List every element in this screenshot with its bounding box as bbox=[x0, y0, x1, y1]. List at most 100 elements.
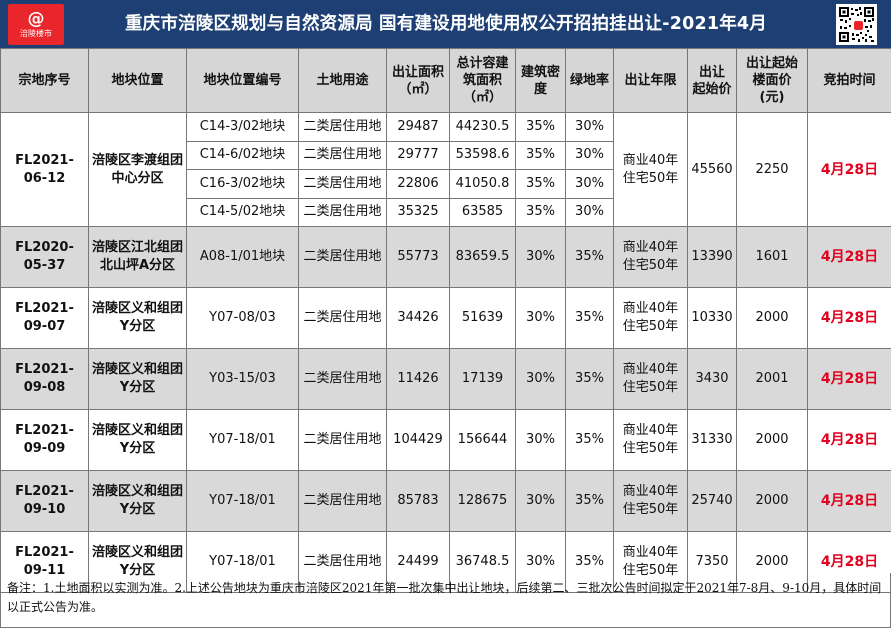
table-row: FL2021-09-08 涪陵区义和组团Y分区 Y03-15/03 二类居住用地 114… bbox=[0, 348, 891, 410]
header-land-use: 土地用途 bbox=[298, 48, 387, 113]
area-cell: 24499 bbox=[386, 531, 450, 593]
parcel-id-cell: FL2021-09-10 bbox=[0, 470, 89, 532]
header-floor-price: 出让起始 楼面价 (元) bbox=[736, 48, 808, 113]
auction-date-cell: 4月28日 bbox=[807, 409, 891, 471]
header-density: 建筑密度 bbox=[515, 48, 566, 113]
header-gfa: 总计容建 筑面积 （㎡） bbox=[449, 48, 516, 113]
table-row: C14-6/02地块 二类居住用地 29777 53598.6 35% 30% bbox=[1, 140, 891, 170]
land-use-cell: 二类居住用地 bbox=[298, 531, 387, 593]
land-use-cell: 二类居住用地 bbox=[298, 409, 387, 471]
area-cell: 11426 bbox=[386, 348, 450, 410]
header-start-price: 出让 起始价 bbox=[687, 48, 737, 113]
floor-price-cell: 2000 bbox=[736, 531, 808, 593]
auction-date-cell: 4月28日 bbox=[807, 226, 891, 288]
gfa-cell: 36748.5 bbox=[449, 531, 516, 593]
start-price-cell: 31330 bbox=[687, 409, 737, 471]
location-code-cell: A08-1/01地块 bbox=[186, 226, 299, 288]
area-cell: 85783 bbox=[386, 470, 450, 532]
parcel-id-cell: FL2021-09-11 bbox=[0, 531, 89, 593]
title-banner: @ 涪陵楼市 重庆市涪陵区规划与自然资源局 国有建设用地使用权公开招拍挂出让-2… bbox=[0, 0, 891, 48]
parcel-id-cell: FL2021-09-08 bbox=[0, 348, 89, 410]
start-price-cell: 25740 bbox=[687, 470, 737, 532]
qr-center-badge bbox=[854, 21, 863, 30]
location-code-cell: Y07-18/01 bbox=[186, 531, 299, 593]
land-use-cell: 二类居住用地 bbox=[298, 169, 387, 199]
land-use-cell: 二类居住用地 bbox=[298, 287, 387, 349]
floor-price-cell: 2001 bbox=[736, 348, 808, 410]
term-cell: 商业40年住宅50年 bbox=[613, 409, 688, 471]
term-cell: 商业40年住宅50年 bbox=[613, 470, 688, 532]
table-header-row: 宗地序号 地块位置 地块位置编号 土地用途 出让面积 （㎡） 总计容建 筑面积 （㎡）… bbox=[0, 48, 891, 113]
gfa-cell: 156644 bbox=[449, 409, 516, 471]
green-ratio-cell: 35% bbox=[565, 409, 614, 471]
term-cell: 商业40年住宅50年 bbox=[613, 348, 688, 410]
area-cell: 22806 bbox=[386, 169, 450, 199]
floor-price-cell: 1601 bbox=[736, 226, 808, 288]
green-ratio-cell: 35% bbox=[565, 287, 614, 349]
location-cell: 涪陵区义和组团Y分区 bbox=[88, 287, 187, 349]
header-auction-date: 竞拍时间 bbox=[807, 48, 891, 113]
header-location: 地块位置 bbox=[88, 48, 187, 113]
auction-date-cell: 4月28日 bbox=[807, 470, 891, 532]
table-row: FL2021-09-10 涪陵区义和组团Y分区 Y07-18/01 二类居住用地 857… bbox=[0, 470, 891, 532]
area-cell: 34426 bbox=[386, 287, 450, 349]
gfa-cell: 17139 bbox=[449, 348, 516, 410]
land-use-cell: 二类居住用地 bbox=[298, 197, 387, 227]
area-cell: 35325 bbox=[386, 197, 450, 227]
start-price-cell: 7350 bbox=[687, 531, 737, 593]
brand-logo: @ 涪陵楼市 bbox=[8, 4, 64, 45]
location-cell: 涪陵区义和组团Y分区 bbox=[88, 409, 187, 471]
land-use-cell: 二类居住用地 bbox=[298, 470, 387, 532]
parcel-id-cell: FL2020-05-37 bbox=[0, 226, 89, 288]
location-code-cell: Y07-18/01 bbox=[186, 470, 299, 532]
green-ratio-cell: 30% bbox=[565, 197, 614, 227]
gfa-cell: 41050.8 bbox=[449, 169, 516, 199]
table-row: FL2021-09-07 涪陵区义和组团Y分区 Y07-08/03 二类居住用地 344… bbox=[0, 287, 891, 349]
location-code-cell: Y03-15/03 bbox=[186, 348, 299, 410]
location-code-cell: Y07-18/01 bbox=[186, 409, 299, 471]
auction-date-cell: 4月28日 bbox=[807, 112, 891, 227]
auction-date-cell: 4月28日 bbox=[807, 287, 891, 349]
start-price-cell: 45560 bbox=[687, 112, 737, 227]
table-row: C14-5/02地块 二类居住用地 35325 63585 35% 30% bbox=[1, 197, 891, 227]
gfa-cell: 44230.5 bbox=[449, 112, 516, 142]
density-cell: 30% bbox=[515, 470, 566, 532]
header-parcel-id: 宗地序号 bbox=[0, 48, 89, 113]
green-ratio-cell: 35% bbox=[565, 348, 614, 410]
green-ratio-cell: 30% bbox=[565, 140, 614, 170]
page-title: 重庆市涪陵区规划与自然资源局 国有建设用地使用权公开招拍挂出让-2021年4月 bbox=[124, 14, 768, 34]
density-cell: 30% bbox=[515, 409, 566, 471]
location-code-cell: C14-5/02地块 bbox=[186, 197, 299, 227]
location-code-cell: C14-6/02地块 bbox=[186, 140, 299, 170]
land-use-cell: 二类居住用地 bbox=[298, 112, 387, 142]
green-ratio-cell: 30% bbox=[565, 112, 614, 142]
location-code-cell: C16-3/02地块 bbox=[186, 169, 299, 199]
density-cell: 30% bbox=[515, 226, 566, 288]
header-green-ratio: 绿地率 bbox=[565, 48, 614, 113]
land-auction-table: 宗地序号 地块位置 地块位置编号 土地用途 出让面积 （㎡） 总计容建 筑面积 （㎡）… bbox=[0, 48, 891, 593]
location-cell: 涪陵区义和组团Y分区 bbox=[88, 348, 187, 410]
green-ratio-cell: 35% bbox=[565, 226, 614, 288]
density-cell: 35% bbox=[515, 112, 566, 142]
start-price-cell: 10330 bbox=[687, 287, 737, 349]
area-cell: 104429 bbox=[386, 409, 450, 471]
location-cell: 涪陵区李渡组团中心分区 bbox=[88, 112, 187, 227]
term-cell: 商业40年住宅50年 bbox=[613, 531, 688, 593]
term-cell: 商业40年住宅50年 bbox=[613, 226, 688, 288]
location-code-cell: Y07-08/03 bbox=[186, 287, 299, 349]
auction-date-cell: 4月28日 bbox=[807, 348, 891, 410]
header-location-code: 地块位置编号 bbox=[186, 48, 299, 113]
floor-price-cell: 2250 bbox=[736, 112, 808, 227]
header-area: 出让面积 （㎡） bbox=[386, 48, 450, 113]
land-use-cell: 二类居住用地 bbox=[298, 348, 387, 410]
auction-date-cell: 4月28日 bbox=[807, 531, 891, 593]
area-cell: 29487 bbox=[386, 112, 450, 142]
gfa-cell: 63585 bbox=[449, 197, 516, 227]
green-ratio-cell: 35% bbox=[565, 470, 614, 532]
area-cell: 55773 bbox=[386, 226, 450, 288]
term-cell: 商业40年住宅50年 bbox=[613, 112, 688, 227]
location-cell: 涪陵区江北组团北山坪A分区 bbox=[88, 226, 187, 288]
gfa-cell: 128675 bbox=[449, 470, 516, 532]
density-cell: 35% bbox=[515, 169, 566, 199]
table-row: FL2021-09-09 涪陵区义和组团Y分区 Y07-18/01 二类居住用地 104… bbox=[0, 409, 891, 471]
